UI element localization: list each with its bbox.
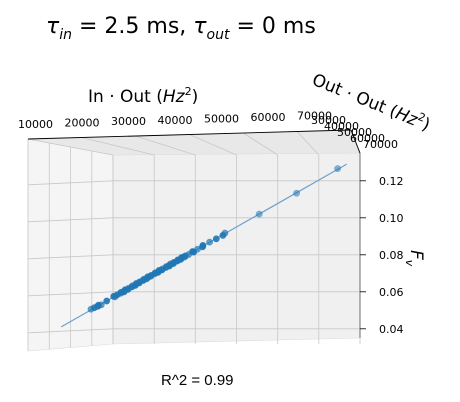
y-tick-label: 30000 <box>311 114 346 127</box>
x-axis-ticks: 10000 20000 30000 40000 50000 60000 70000 <box>18 110 332 131</box>
y-tick-label: 70000 <box>363 138 398 151</box>
x-axis-label: In · Out (Hz2) <box>88 85 198 107</box>
x-tick-label: 50000 <box>204 112 239 125</box>
z-axis-ticks: 0.04 0.06 0.08 0.10 0.12 <box>360 175 404 336</box>
floor-grid-line <box>243 132 278 156</box>
y-tick-label: 40000 <box>324 120 359 133</box>
floor-grid-line <box>135 135 196 156</box>
data-point <box>293 189 301 197</box>
grid-lines <box>27 129 361 351</box>
y-tick-label: 50000 <box>337 126 372 139</box>
x-tick-label: 30000 <box>111 115 146 128</box>
data-point <box>334 165 342 173</box>
floor-grid-line <box>81 137 155 156</box>
y-tick-label: 60000 <box>350 132 385 145</box>
x-tick-label: 10000 <box>18 118 53 131</box>
data-points <box>87 165 342 313</box>
floor-grid-line <box>189 134 237 156</box>
z-tick-label: 0.08 <box>379 249 404 262</box>
data-point <box>255 210 263 218</box>
x-tick-label: 70000 <box>297 110 332 123</box>
x-tick-label: 20000 <box>65 117 100 130</box>
x-tick-label: 60000 <box>251 111 286 124</box>
r-squared-annotation: R^2 = 0.99 <box>161 372 234 389</box>
z-axis-label: Fv <box>403 250 426 267</box>
data-point <box>103 297 111 305</box>
z-tick-label: 0.12 <box>379 175 404 188</box>
axis-frame <box>27 129 361 338</box>
data-point <box>199 241 207 249</box>
data-point <box>221 229 229 237</box>
z-tick-label: 0.04 <box>379 323 404 336</box>
data-point <box>212 235 220 243</box>
data-point <box>206 238 214 246</box>
data-point <box>94 301 102 309</box>
chart-title: τin = 2.5 ms, τout = 0 ms <box>46 14 316 43</box>
floor-grid-line <box>296 131 320 156</box>
x-tick-label: 40000 <box>158 114 193 127</box>
z-tick-label: 0.06 <box>379 286 404 299</box>
z-tick-label: 0.10 <box>379 212 404 225</box>
